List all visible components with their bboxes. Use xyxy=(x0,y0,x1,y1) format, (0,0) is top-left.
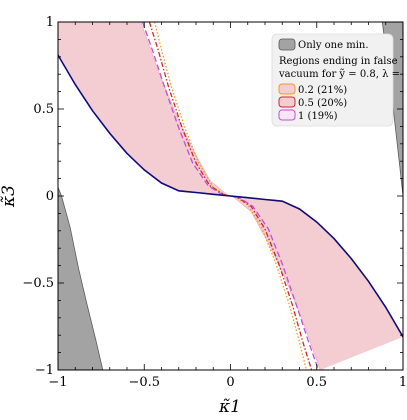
legend-swatch-2 xyxy=(278,109,296,121)
legend-title-line1: Regions ending in false xyxy=(279,56,398,67)
y-tick-label-2: 0 xyxy=(46,189,54,204)
legend-label-0: 0.2 (21%) xyxy=(298,85,347,96)
only-one-min-label: Only one min. xyxy=(298,40,369,51)
x-tick-label-4: 1 xyxy=(399,375,407,390)
x-tick-label-1: −0.5 xyxy=(128,375,160,390)
boundary-curve xyxy=(58,54,403,338)
series-line-2 xyxy=(141,22,329,370)
axis-ticks xyxy=(57,21,404,371)
axis-tick-labels: −1 −0.5 0 0.5 1 −1 −0.5 0 0.5 1 xyxy=(22,15,407,390)
boundary-curve-group xyxy=(58,54,403,338)
x-axis-label: κ̃1 xyxy=(218,397,241,417)
x-tick-label-0: −1 xyxy=(48,375,67,390)
false-vacuum-upper-edge xyxy=(140,22,231,197)
legend-swatch-1 xyxy=(278,96,296,108)
x-tick-label-3: 0.5 xyxy=(306,375,327,390)
y-tick-label-0: −1 xyxy=(35,363,54,378)
legend-label-2: 1 (19%) xyxy=(298,111,338,122)
only-one-min-swatch xyxy=(278,38,296,51)
series-line-0 xyxy=(153,22,312,370)
legend: Only one min. Regions ending in false va… xyxy=(271,33,400,127)
y-tick-label-1: −0.5 xyxy=(22,276,54,291)
legend-label-1: 0.5 (20%) xyxy=(298,98,347,109)
legend-box xyxy=(271,33,394,127)
y-tick-label-4: 1 xyxy=(46,15,54,30)
only-one-min-region-lower-left xyxy=(58,187,104,370)
y-tick-label-3: 0.5 xyxy=(33,102,54,117)
legend-swatch-0 xyxy=(278,83,296,95)
legend-title-line2: vacuum for ỹ = 0.8, λ = xyxy=(278,69,400,80)
x-tick-label-2: 0 xyxy=(226,375,234,390)
y-axis-label: κ̃3 xyxy=(0,185,19,208)
